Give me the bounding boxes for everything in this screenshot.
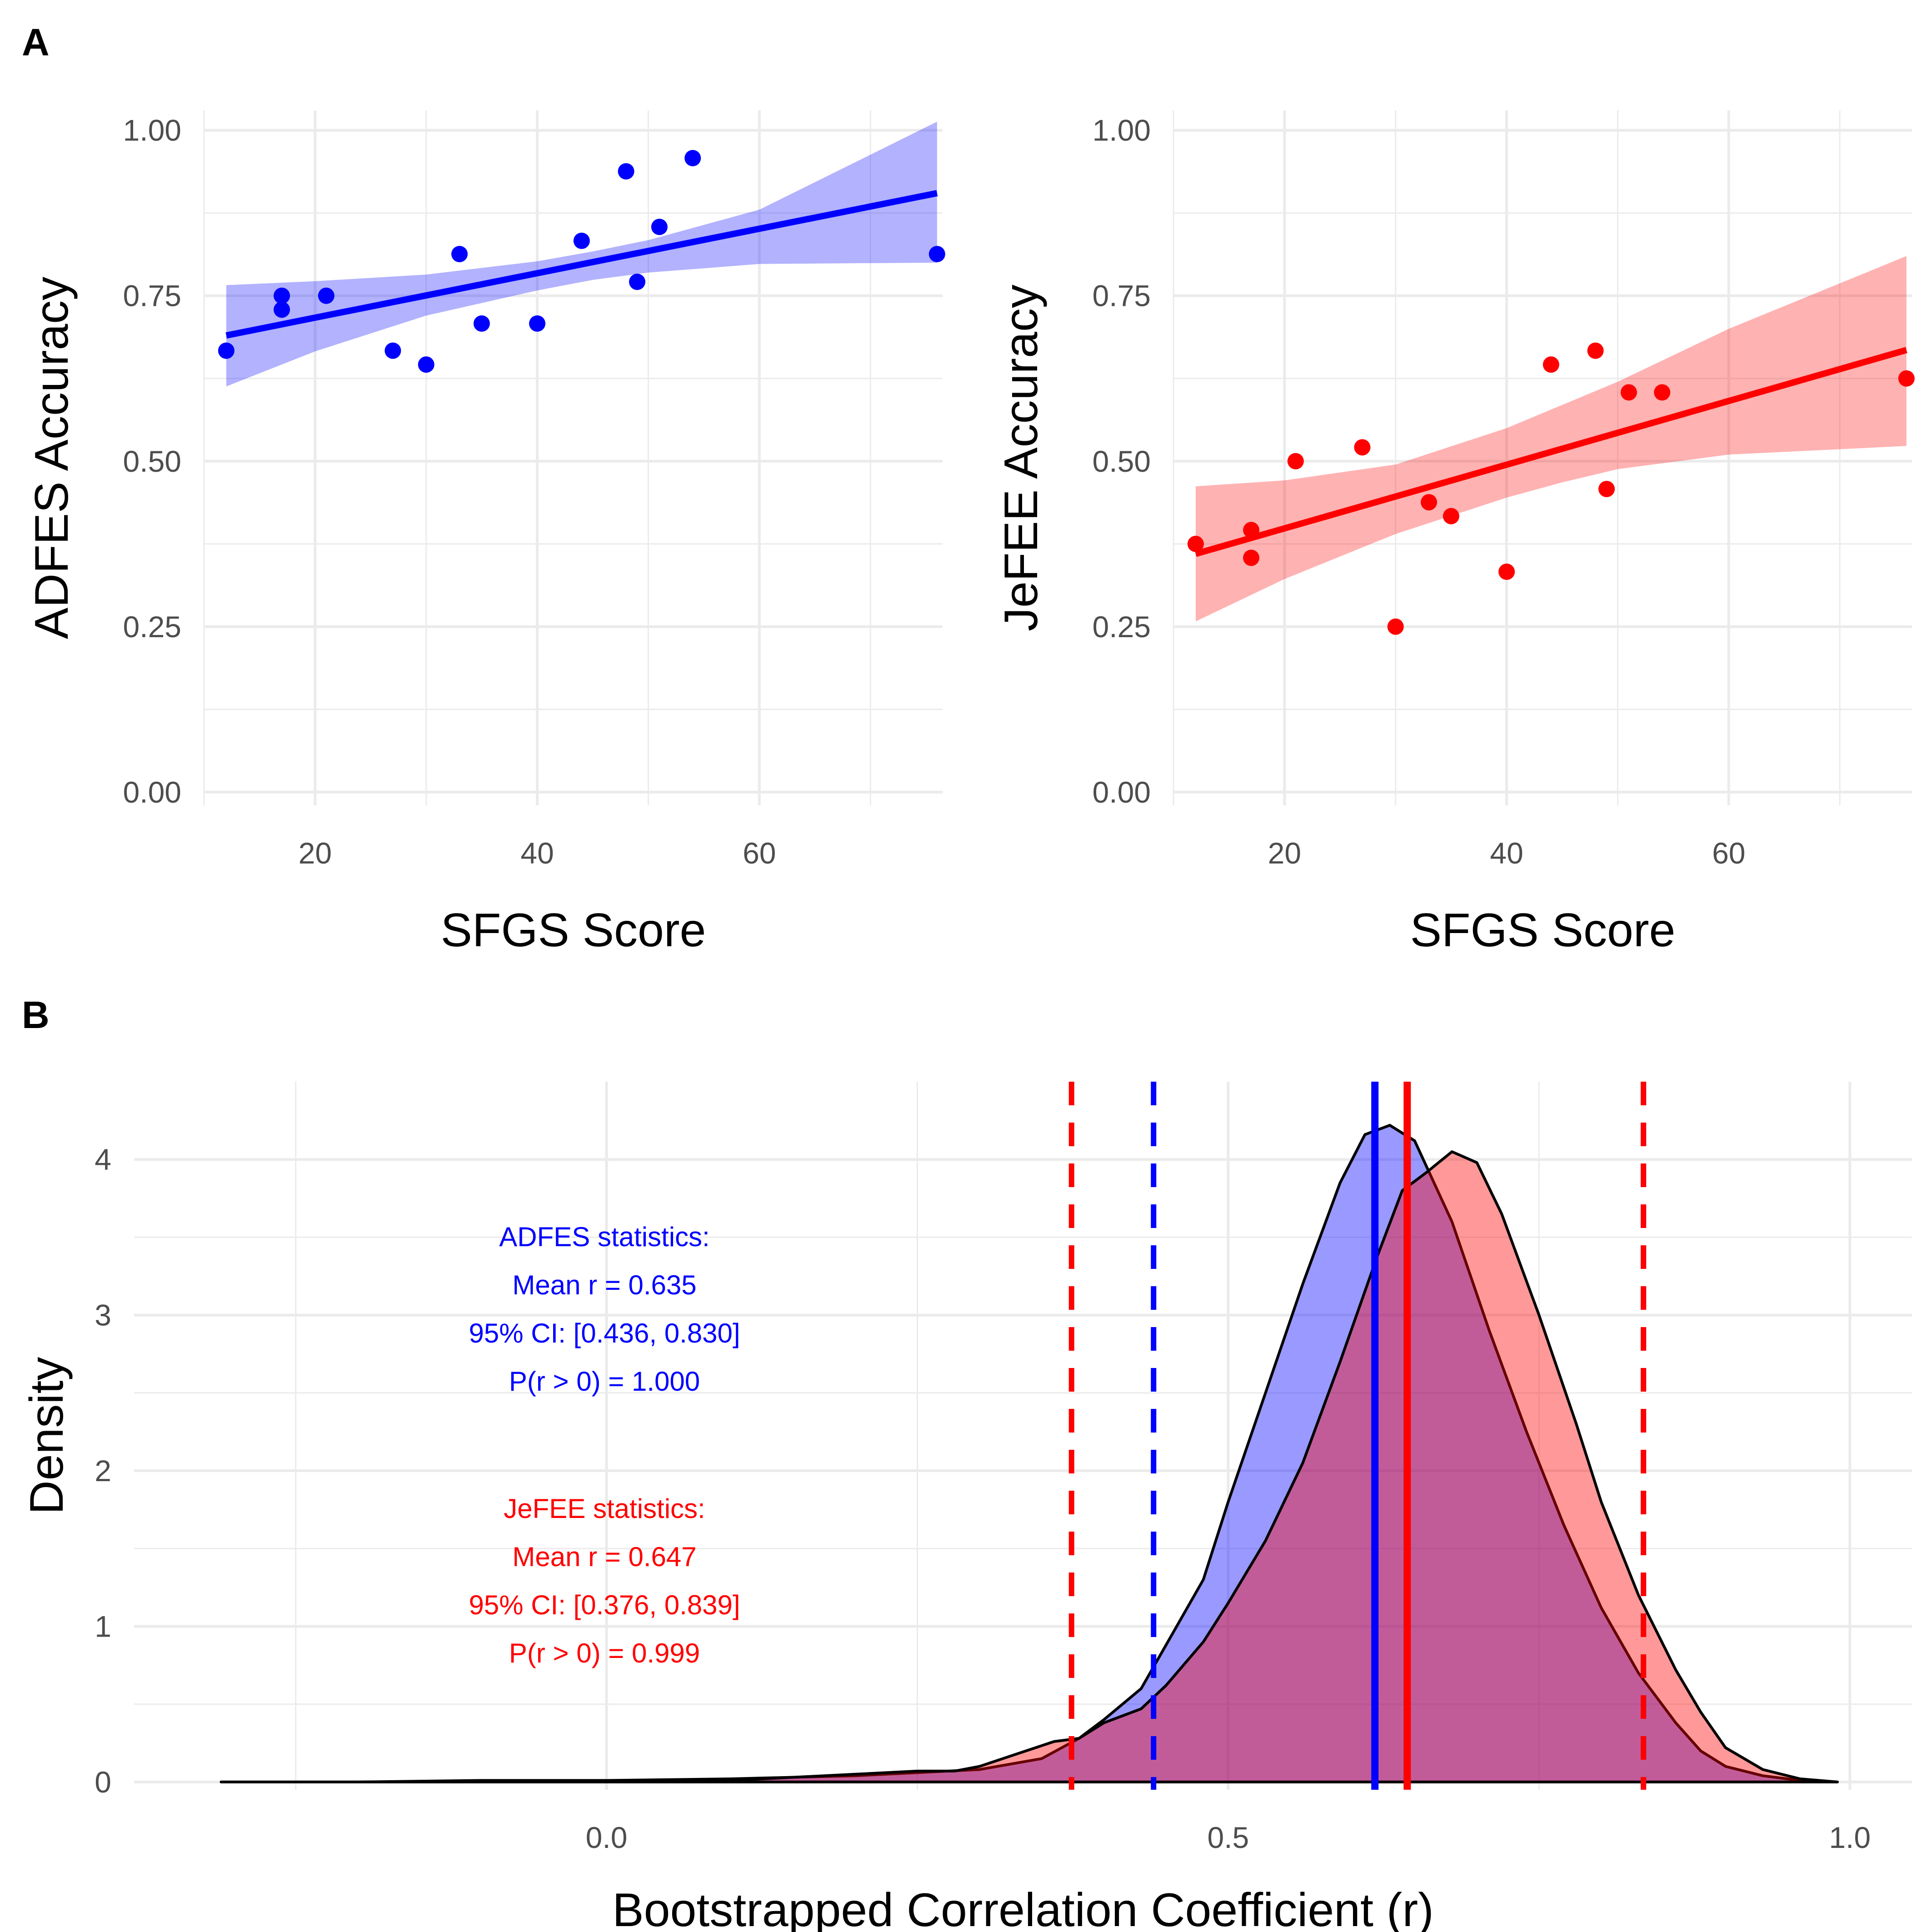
x-axis-title: Bootstrapped Correlation Coefficient (r) [612,1884,1433,1932]
x-tick-label: 60 [1712,836,1745,870]
x-tick-label: 20 [1268,836,1301,870]
data-point [1620,384,1637,401]
x-tick-label: 0.5 [1208,1821,1249,1854]
data-point [1443,508,1459,524]
data-point [384,342,401,359]
data-point [1187,535,1204,552]
jefee-stat-line: Mean r = 0.647 [512,1542,696,1572]
x-axis-title: SFGS Score [441,904,706,957]
y-tick-label: 0.00 [123,775,181,809]
data-point [1243,549,1260,566]
y-tick-label: 1 [95,1609,111,1643]
data-point [618,163,634,180]
data-point [1498,563,1515,580]
jefee-stat-line: P(r > 0) = 0.999 [509,1638,700,1668]
data-point [1243,522,1260,539]
adfes-scatter-plot: 20 40 60 0.00 0.25 0.50 0.75 1.00 SFGS Score ADFE… [25,110,945,957]
y-axis-title: Density [20,1357,73,1515]
x-tick-label: 0.0 [586,1821,628,1854]
data-point [684,150,701,166]
x-tick-label: 1.0 [1829,1821,1871,1854]
bootstrap-density-plot: ADFES statistics: Mean r = 0.635 95% CI: [… [20,1082,1912,1932]
adfes-stat-line: P(r > 0) = 1.000 [509,1366,700,1397]
data-point [573,232,590,249]
data-point [318,287,334,304]
y-tick-label: 0.00 [1093,775,1151,809]
y-tick-label: 0.25 [1093,610,1151,644]
data-point [1354,439,1371,456]
data-point [629,274,646,290]
jefee-scatter-plot: 20 40 60 0.00 0.25 0.50 0.75 1.00 SFGS Score JeFE… [995,110,1915,957]
data-point [1654,384,1671,401]
data-point [1543,356,1559,373]
data-point [1287,453,1304,469]
jefee-stat-line: 95% CI: [0.376, 0.839] [469,1590,740,1620]
data-point [1421,494,1438,511]
y-tick-label: 1.00 [1093,114,1151,147]
panel-a-letter: A [22,21,50,64]
confidence-band [1195,256,1907,622]
y-tick-label: 0.75 [123,279,181,313]
x-tick-label: 20 [299,836,332,870]
x-tick-label: 40 [520,836,554,870]
data-point [1598,480,1615,497]
data-point [274,301,290,318]
regression-line [225,190,938,339]
data-point [1387,618,1404,635]
data-point [418,356,434,373]
data-point [274,287,290,304]
y-tick-label: 0 [95,1765,111,1799]
data-point [651,219,668,235]
data-point [451,245,468,262]
density-jefee [220,1150,1839,1783]
x-tick-label: 40 [1490,836,1523,870]
x-tick-label: 60 [743,836,776,870]
confidence-band [226,121,937,387]
adfes-stat-line: 95% CI: [0.436, 0.830] [469,1318,740,1348]
jefee-stat-line: JeFEE statistics: [504,1493,705,1524]
panel-b-letter: B [22,993,50,1036]
y-tick-label: 0.75 [1093,279,1151,313]
regression-line [1194,347,1907,557]
y-tick-label: 2 [95,1454,111,1488]
data-point [473,315,490,332]
data-point [529,315,546,332]
y-tick-label: 4 [95,1143,111,1176]
y-axis-title: JeFEE Accuracy [995,285,1048,631]
adfes-stat-line: Mean r = 0.635 [512,1270,696,1300]
y-tick-label: 1.00 [123,114,181,147]
data-point [929,245,945,262]
y-tick-label: 0.50 [123,444,181,478]
data-point [1898,370,1915,387]
y-tick-label: 0.25 [123,610,181,644]
x-axis-title: SFGS Score [1410,904,1676,957]
y-tick-label: 0.50 [1093,444,1151,478]
y-tick-label: 3 [95,1298,111,1332]
data-point [1587,342,1604,359]
y-axis-title: ADFES Accuracy [25,277,78,639]
adfes-stat-line: ADFES statistics: [499,1222,709,1252]
data-point [218,342,235,359]
